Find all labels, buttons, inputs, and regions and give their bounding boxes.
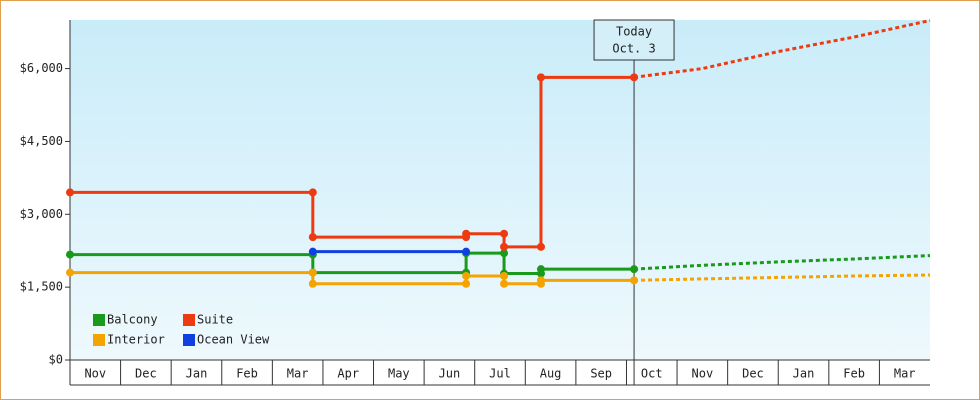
x-tick-label: Mar (287, 367, 309, 381)
price-point (500, 229, 509, 238)
today-label: Oct. 3 (612, 42, 655, 56)
x-tick-label: Jul (489, 367, 511, 381)
x-tick-label: May (388, 367, 410, 381)
x-tick-label: Dec (135, 367, 157, 381)
price-point (500, 279, 509, 288)
x-tick-label: Mar (894, 367, 916, 381)
forecast-line (633, 19, 931, 79)
price-point (308, 279, 317, 288)
price-point (462, 271, 471, 280)
price-point (462, 229, 471, 238)
x-tick-label: Feb (236, 367, 258, 381)
price-point (66, 250, 74, 259)
legend-swatch (93, 314, 105, 326)
x-tick-label: Nov (692, 367, 714, 381)
y-tick-label: $0 (49, 353, 63, 367)
today-box (593, 19, 675, 61)
x-tick-label: Jan (186, 367, 208, 381)
price-point (500, 271, 509, 280)
x-tick-label: Aug (540, 367, 562, 381)
x-tick-label: Apr (337, 367, 359, 381)
price-point (462, 247, 471, 256)
y-tick-label: $1,500 (20, 280, 63, 294)
legend-swatch (93, 334, 105, 346)
price-point (536, 276, 545, 285)
today-label: Today (616, 25, 652, 39)
price-point (308, 247, 317, 256)
price-point (308, 233, 317, 242)
price-point (500, 242, 509, 251)
price-point (536, 242, 545, 251)
price-point (66, 188, 74, 197)
legend-swatch (183, 334, 195, 346)
legend-label: Balcony (107, 313, 158, 327)
forecast-line (633, 254, 931, 271)
legend-label: Suite (197, 313, 233, 327)
legend-label: Interior (107, 333, 165, 347)
price-point (630, 276, 639, 285)
legend-swatch (183, 314, 195, 326)
x-tick-label: Feb (843, 367, 865, 381)
price-point (536, 265, 545, 274)
y-tick-label: $4,500 (20, 134, 63, 148)
price-point (536, 73, 545, 82)
x-tick-label: Nov (84, 367, 106, 381)
price-point (462, 279, 471, 288)
y-tick-label: $3,000 (20, 207, 63, 221)
x-tick-label: Dec (742, 367, 764, 381)
x-tick-label: Jun (439, 367, 461, 381)
price-point (630, 265, 639, 274)
x-tick-label: Jan (793, 367, 815, 381)
price-line (70, 75, 635, 249)
x-tick-label: Oct (641, 367, 663, 381)
x-tick-label: Sep (590, 367, 612, 381)
price-point (66, 268, 74, 277)
plot-area (70, 20, 930, 360)
price-point (308, 268, 317, 277)
legend-label: Ocean View (197, 333, 270, 347)
price-point (630, 73, 639, 82)
price-point (500, 249, 509, 258)
forecast-line (634, 273, 931, 282)
price-point (308, 188, 317, 197)
y-tick-label: $6,000 (20, 61, 63, 75)
